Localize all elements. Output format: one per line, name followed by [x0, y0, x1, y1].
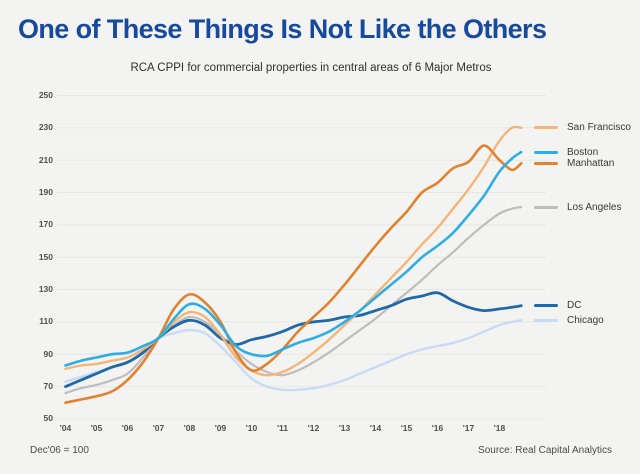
legend-item-san-francisco: San Francisco — [534, 120, 631, 135]
legend-label: San Francisco — [567, 122, 631, 134]
legend-label: Chicago — [567, 314, 604, 326]
y-axis-tick-label: 90 — [43, 348, 53, 359]
x-axis-tick-label: '05 — [90, 423, 103, 433]
legend-item-manhattan: Manhattan — [534, 156, 614, 171]
y-axis-tick-label: 50 — [43, 413, 53, 424]
x-axis-tick-label: '14 — [369, 423, 382, 433]
legend-swatch — [534, 205, 558, 209]
legend-label: DC — [567, 300, 582, 312]
y-axis-tick-label: 150 — [38, 251, 53, 262]
x-axis-tick-label: '07 — [152, 423, 165, 433]
gridlines — [57, 95, 546, 420]
legend-item-dc: DC — [534, 298, 581, 313]
y-axis-tick-label: 250 — [38, 90, 53, 100]
y-axis-tick-label: 210 — [38, 154, 53, 165]
legend-swatch — [534, 318, 558, 322]
legend-label: Boston — [567, 146, 599, 158]
x-axis-tick-label: '12 — [307, 423, 320, 433]
series-line-boston — [64, 150, 523, 367]
y-axis-tick-label: 70 — [43, 381, 53, 392]
legend-swatch — [534, 161, 558, 165]
index-base-note: Dec'06 = 100 — [30, 445, 89, 456]
y-axis-tick-label: 230 — [38, 122, 53, 133]
series-line-los-angeles — [64, 206, 523, 395]
x-axis-tick-label: '06 — [121, 423, 134, 433]
series-line-manhattan — [64, 144, 523, 404]
series-line-san-francisco — [64, 125, 523, 377]
legend-swatch — [534, 150, 558, 154]
page-title: One of These Things Is Not Like the Othe… — [18, 14, 547, 44]
chart-subtitle: RCA CPPI for commercial properties in ce… — [130, 62, 492, 74]
x-axis-tick-label: '18 — [493, 423, 506, 433]
x-axis-tick-label: '10 — [245, 423, 258, 433]
legend-label: Los Angeles — [567, 201, 622, 213]
y-axis-tick-label: 130 — [38, 284, 53, 294]
legend-item-los-angeles: Los Angeles — [534, 200, 622, 215]
legend-swatch — [534, 126, 558, 130]
x-axis-tick-label: '16 — [431, 423, 444, 433]
legend-label: Manhattan — [567, 157, 615, 169]
x-axis-tick-label: '13 — [338, 423, 351, 433]
x-axis-tick-label: '04 — [59, 423, 72, 433]
legend-item-chicago: Chicago — [534, 313, 604, 328]
x-axis-tick-label: '15 — [400, 423, 413, 433]
series-line-dc — [64, 291, 523, 388]
y-axis-tick-label: 190 — [38, 187, 53, 197]
series-lines — [64, 125, 523, 404]
x-axis-tick-label: '11 — [276, 423, 288, 433]
legend-item-boston: Boston — [534, 145, 598, 160]
y-axis-tick-label: 110 — [39, 316, 53, 327]
x-axis-tick-label: '08 — [183, 423, 196, 433]
x-axis-tick-label: '09 — [214, 423, 227, 433]
legend-swatch — [534, 304, 558, 308]
y-axis-tick-label: 170 — [38, 219, 53, 230]
source-credit: Source: Real Capital Analytics — [478, 445, 612, 456]
x-axis-tick-label: '17 — [462, 423, 475, 433]
